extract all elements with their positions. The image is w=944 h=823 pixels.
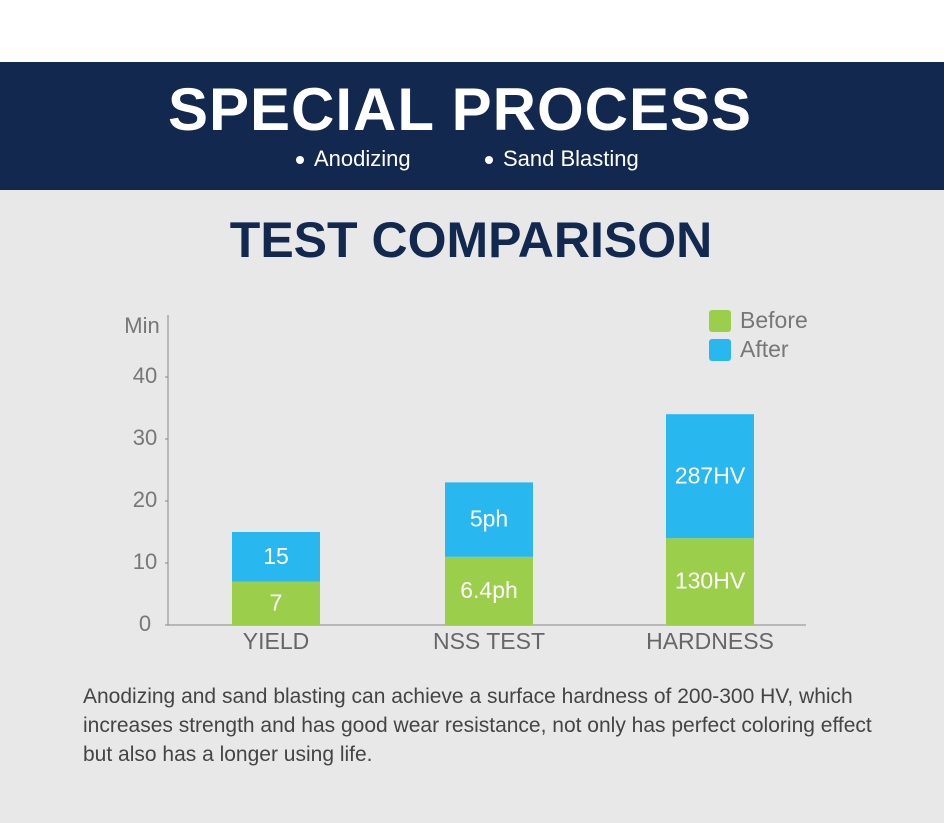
segment-label: 287HV <box>675 462 746 488</box>
bullet-dot <box>485 156 493 164</box>
y-tick-label: 20 <box>133 487 157 512</box>
segment-label: 5ph <box>470 506 508 532</box>
legend-label: After <box>740 336 789 362</box>
x-tick-label: YIELD <box>243 628 309 654</box>
chart-title: TEST COMPARISON <box>230 212 712 268</box>
header-title: SPECIAL PROCESS <box>168 76 752 143</box>
bar-segment <box>666 414 754 539</box>
x-tick-label: HARDNESS <box>646 628 774 654</box>
y-axis-label: Min <box>124 313 159 338</box>
bullet-text: Sand Blasting <box>503 146 639 171</box>
segment-label: 6.4ph <box>460 577 518 603</box>
y-tick-label: 10 <box>133 549 157 574</box>
legend-swatch <box>709 339 731 361</box>
bar-segment <box>232 532 320 582</box>
segment-label: 7 <box>270 589 283 615</box>
legend-label: Before <box>740 307 808 333</box>
y-tick-label: 30 <box>133 425 157 450</box>
x-tick-label: NSS TEST <box>433 628 545 654</box>
segment-label: 130HV <box>675 568 746 594</box>
bar-segment <box>445 482 533 557</box>
bullet-text: Anodizing <box>314 146 411 171</box>
bar-segment <box>666 538 754 625</box>
segment-label: 15 <box>263 543 289 569</box>
top-margin <box>0 0 944 62</box>
y-tick-label: 0 <box>139 611 151 636</box>
bar-segment <box>232 581 320 625</box>
y-tick-label: 40 <box>133 363 157 388</box>
description: Anodizing and sand blasting can achieve … <box>83 685 872 766</box>
bar-segment <box>445 556 533 625</box>
legend-swatch <box>709 310 731 332</box>
header-band <box>0 62 944 190</box>
bullet-dot <box>296 156 304 164</box>
